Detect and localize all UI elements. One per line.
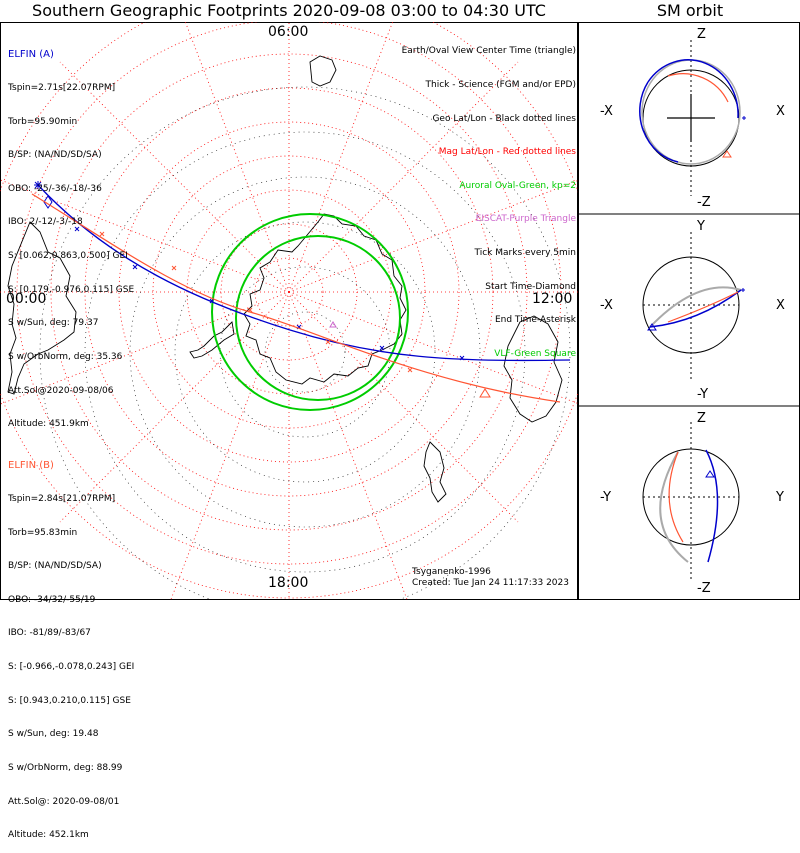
elfin-a-line: S w/Sun, deg: 79.37 (8, 318, 99, 329)
africa-coastline (309, 55, 337, 87)
elfin-b-line: S w/Sun, deg: 19.48 (8, 729, 99, 740)
time-label-06: 06:00 (268, 24, 309, 40)
legend-item: Start Time-Diamond (485, 281, 576, 292)
legend-item: EISCAT-Purple Triangle (475, 214, 576, 225)
elfin-b-header: ELFIN (B) (8, 460, 54, 472)
elfin-a-info: ELFIN (A) Tspin=2.71s[22.07RPM] Torb=95.… (8, 27, 134, 442)
elfin-a-line: Tspin=2.71s[22.07RPM] (8, 83, 116, 94)
orbit-panel-xy: Y -Y -X X (600, 219, 785, 402)
xz-bottom-label: -Z (697, 195, 711, 210)
sm-orbit-panels: Z -Z -X X Y -Y -X X Z -Z -Y Y (578, 22, 800, 600)
elfin-b-line: S: [-0.966,-0.078,0.243] GEI (8, 662, 135, 673)
elfin-b-track (31, 193, 561, 403)
elfin-a-line: IBO: 2/-12/-3/-18 (8, 217, 83, 228)
yz-right-label: Y (775, 490, 784, 505)
elfin-a-end-asterisk (34, 181, 42, 189)
xy-left-label: -X (600, 298, 613, 313)
elfin-b-line: S w/OrbNorm, deg: 88.99 (8, 762, 123, 773)
elfin-a-tick-marks (74, 226, 465, 361)
xy-top-label: Y (696, 219, 705, 234)
time-label-00: 00:00 (6, 291, 47, 307)
elfin-b-line: Tspin=2.84s[21.07RPM] (8, 494, 116, 505)
model-credit: Tsyganenko-1996 (412, 567, 491, 577)
orbit-panel-title: SM orbit (656, 1, 724, 20)
antarctica-coastline (243, 213, 407, 385)
elfin-a-line: S w/OrbNorm, deg: 35.36 (8, 351, 123, 362)
elfin-b-tick-marks (99, 231, 413, 373)
elfin-b-line: S: [0.943,0.210,0.115] GSE (8, 695, 131, 706)
elfin-b-line: Torb=95.83min (8, 527, 78, 538)
yz-bottom-label: -Z (697, 581, 711, 596)
legend-item: VLF-Green Square (494, 348, 576, 359)
legend-item: Tick Marks every 5min (474, 248, 576, 259)
elfin-a-line: B/SP: (NA/ND/SD/SA) (8, 150, 102, 161)
legend-item: Earth/Oval View Center Time (triangle) (401, 46, 576, 57)
orbit-panel-xz: Z -Z -X X (600, 27, 785, 210)
legend-item: End Time-Asterisk (494, 315, 576, 326)
legend-item: Auroral Oval-Green, kp=2 (459, 180, 576, 191)
xz-right-label: X (776, 104, 785, 119)
elfin-b-line: Altitude: 452.1km (8, 830, 89, 841)
elfin-b-line: OBO: -34/32/-55/19 (8, 594, 96, 605)
mag-longitude-grid (0, 22, 578, 600)
new-zealand-coastline (423, 441, 447, 503)
elfin-a-line: S: [0.062,0.863,0.500] GEI (8, 251, 128, 262)
xz-top-label: Z (697, 27, 706, 42)
elfin-a-start-diamond (43, 195, 53, 209)
elfin-a-line: OBO: -25/-36/-18/-36 (8, 183, 102, 194)
polar-footprint-map (0, 22, 578, 600)
map-legend: Earth/Oval View Center Time (triangle) T… (402, 24, 576, 371)
elfin-a-line: Altitude: 451.9km (8, 419, 89, 430)
elfin-b-line: B/SP: (NA/ND/SD/SA) (8, 561, 102, 572)
elfin-a-line: S: [0.179,-0.976,0.115] GSE (8, 284, 135, 295)
yz-top-label: Z (697, 411, 706, 426)
legend-item: Thick - Science (FGM and/or EPD) (425, 80, 576, 91)
orbit-panel-yz: Z -Z -Y Y (600, 411, 784, 596)
elfin-a-line: Torb=95.90min (8, 116, 78, 127)
geo-latitude-grid (39, 86, 571, 600)
plot-title: Southern Geographic Footprints 2020-09-0… (32, 1, 546, 20)
australia-coastline (503, 315, 563, 423)
auroral-oval-outer (211, 213, 409, 411)
legend-item: Geo Lat/Lon - Black dotted lines (432, 113, 576, 124)
legend-item: Mag Lat/Lon - Red dotted lines (438, 147, 576, 158)
time-label-12: 12:00 (532, 291, 573, 307)
time-label-18: 18:00 (268, 575, 309, 591)
elfin-b-line: IBO: -81/89/-83/67 (8, 628, 91, 639)
elfin-a-track (37, 184, 571, 362)
eiscat-triangle (329, 321, 337, 328)
elfin-b-view-triangle (479, 388, 491, 398)
created-timestamp: Created: Tue Jan 24 11:17:33 2023 (412, 578, 569, 588)
elfin-a-line: Att.Sol@2020-09-08/06 (8, 385, 114, 396)
xy-right-label: X (776, 298, 785, 313)
elfin-a-header: ELFIN (A) (8, 49, 54, 61)
elfin-b-line: Att.Sol@: 2020-09-08/01 (8, 796, 120, 807)
xz-left-label: -X (600, 104, 613, 119)
south-america-coastline (7, 221, 77, 395)
xy-bottom-label: -Y (697, 387, 708, 402)
auroral-oval-inner (235, 235, 401, 401)
elfin-b-info: ELFIN (B) Tspin=2.84s[21.07RPM] Torb=95.… (8, 438, 134, 853)
yz-left-label: -Y (600, 490, 611, 505)
